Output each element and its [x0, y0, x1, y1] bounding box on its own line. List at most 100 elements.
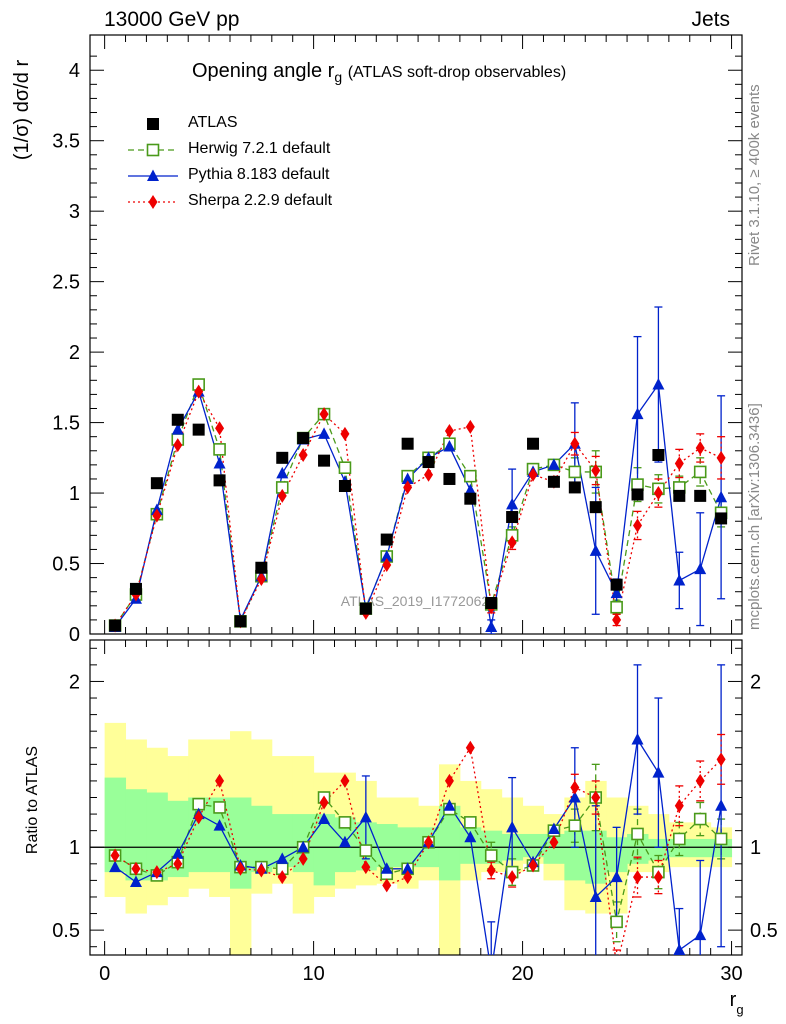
- pythia-marker: [547, 458, 560, 470]
- sherpa-ratio-point: [444, 773, 454, 788]
- pythia-ratio-point: [359, 810, 372, 823]
- legend-label-herwig: Herwig 7.2.1 default: [188, 140, 331, 157]
- sherpa-ratio-point: [424, 835, 434, 850]
- sherpa-point: [591, 463, 601, 478]
- pythia-marker: [213, 456, 226, 469]
- sherpa-ratio-point: [486, 863, 496, 878]
- sherpa-marker: [653, 486, 663, 501]
- atlas-data-point: [673, 489, 686, 502]
- pythia-marker: [694, 562, 707, 575]
- y-tick-label: 3.5: [52, 131, 80, 153]
- sherpa-marker: [403, 480, 413, 495]
- legend-label-atlas: ATLAS: [188, 114, 238, 131]
- ratio-band-green: [689, 838, 712, 858]
- atlas-marker: [610, 578, 623, 591]
- sherpa-marker: [695, 440, 705, 455]
- pythia-ratio-point: [715, 799, 728, 811]
- herwig-point: [568, 465, 582, 479]
- pythia-line: [114, 382, 722, 628]
- sherpa-ratio-point: [716, 752, 726, 767]
- atlas-data-point: [380, 533, 393, 546]
- herwig-ratio-point: [610, 915, 623, 929]
- y-tick-label: 1.5: [52, 413, 80, 435]
- y-tick-label: 1: [69, 483, 80, 505]
- ratio-band-green: [647, 838, 670, 861]
- atlas-data-point: [464, 492, 477, 505]
- sherpa-point: [152, 508, 162, 523]
- pythia-marker: [464, 483, 477, 496]
- ratio-y-tick-label: 1: [69, 837, 80, 859]
- pythia-point: [485, 620, 498, 632]
- atlas-data-point: [694, 489, 707, 502]
- sherpa-ratio-point: [507, 870, 517, 885]
- sherpa-line: [114, 390, 722, 626]
- atlas-marker: [443, 472, 456, 485]
- herwig-ratio-point: [484, 849, 498, 862]
- atlas-marker: [464, 492, 477, 505]
- ratio-band-green: [627, 833, 649, 864]
- pythia-point: [547, 458, 560, 470]
- sherpa-ratio-point: [382, 878, 392, 893]
- pythia-ratio-point: [443, 799, 456, 811]
- atlas-marker: [109, 619, 122, 632]
- y-tick-label: 2: [69, 342, 80, 364]
- pythia-ratio-point: [213, 819, 226, 831]
- main-series-group: [108, 306, 728, 634]
- pythia-ratio-point: [171, 847, 184, 859]
- ratio-series-group: [108, 664, 728, 955]
- ratio-band-green: [271, 814, 294, 868]
- sherpa-marker: [570, 436, 580, 451]
- herwig-marker: [464, 469, 477, 483]
- atlas-marker: [694, 489, 707, 502]
- atlas-data-point: [527, 437, 540, 450]
- sherpa-marker: [507, 535, 517, 550]
- sherpa-point: [674, 456, 684, 471]
- y-axis-label: (1/σ) dσ/d r: [11, 60, 33, 161]
- atlas-data-point: [297, 432, 310, 445]
- sherpa-marker: [382, 557, 392, 572]
- atlas-marker: [359, 602, 372, 615]
- atlas-marker: [631, 488, 644, 501]
- pythia-point: [506, 497, 519, 510]
- sherpa-ratio-point: [403, 870, 413, 885]
- atlas-data-point: [255, 561, 268, 574]
- ratio-band-green: [313, 814, 335, 886]
- atlas-data-point: [506, 511, 519, 524]
- sherpa-marker: [215, 421, 225, 436]
- sherpa-ratio-point: [633, 870, 643, 885]
- atlas-marker: [234, 615, 247, 628]
- sherpa-ratio-point: [528, 858, 538, 873]
- ratio-band-green: [146, 792, 168, 881]
- atlas-marker: [380, 533, 393, 546]
- atlas-marker: [255, 561, 268, 574]
- sherpa-ratio-point: [591, 790, 601, 805]
- legend-label-sherpa: Sherpa 2.2.9 default: [188, 192, 333, 209]
- pythia-ratio-point: [673, 943, 686, 955]
- sherpa-marker: [298, 448, 308, 463]
- herwig-point: [464, 469, 477, 483]
- pythia-marker: [673, 573, 686, 586]
- pythia-ratio-line: [114, 737, 722, 955]
- herwig-marker: [693, 465, 707, 479]
- sherpa-ratio-point: [131, 861, 141, 876]
- herwig-point: [693, 465, 707, 479]
- sherpa-point: [256, 572, 266, 587]
- sherpa-point: [465, 419, 475, 434]
- atlas-marker: [276, 451, 289, 464]
- atlas-marker: [715, 512, 728, 525]
- herwig-ratio-point: [693, 812, 707, 826]
- sherpa-point: [612, 612, 622, 627]
- ratio-y-axis-label: Ratio to ATLAS: [24, 746, 41, 854]
- legend-label-pythia: Pythia 8.183 default: [188, 166, 330, 183]
- pythia-point: [610, 586, 623, 599]
- atlas-marker: [673, 489, 686, 502]
- atlas-data-point: [610, 578, 623, 591]
- atlas-marker: [297, 432, 310, 445]
- pythia-marker: [401, 472, 414, 484]
- herwig-marker: [338, 461, 352, 474]
- pythia-marker: [715, 490, 728, 503]
- main-panel-frame: [89, 34, 743, 635]
- pythia-ratio-point: [129, 875, 142, 888]
